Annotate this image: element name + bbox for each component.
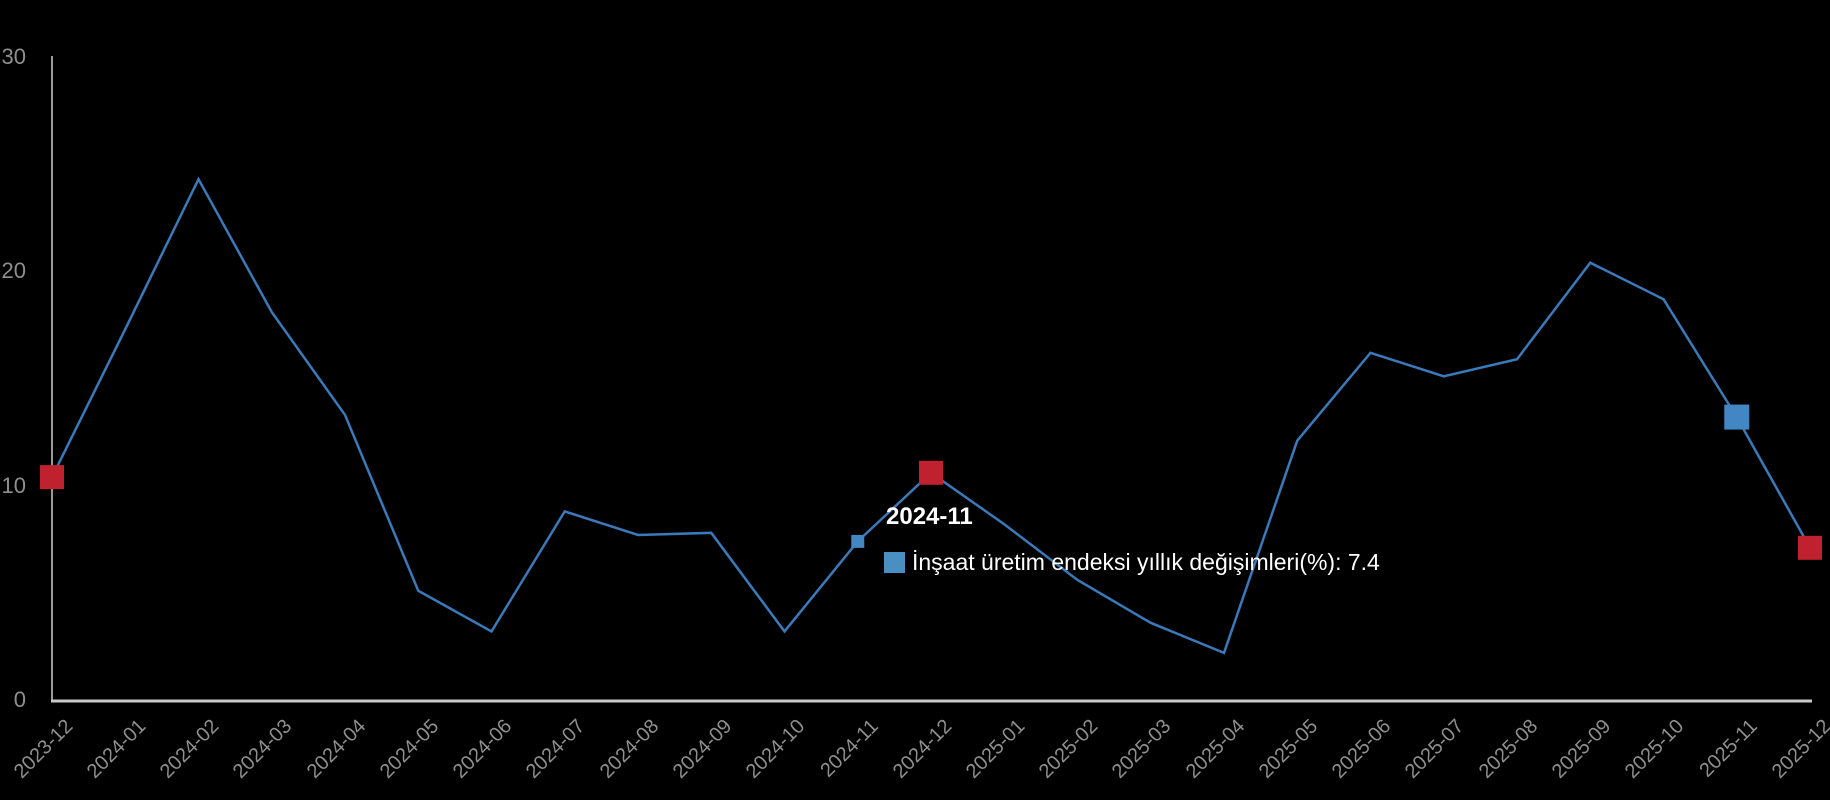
tooltip: 2024-11 İnşaat üretim endeksi yıllık değ… bbox=[884, 503, 1380, 575]
point-marker-2025-11[interactable] bbox=[1724, 404, 1750, 430]
series-swatch-icon bbox=[884, 551, 905, 573]
tooltip-value-text: İnşaat üretim endeksi yıllık değişimleri… bbox=[912, 549, 1380, 575]
y-axis-tick-label: 20 bbox=[1, 258, 26, 284]
point-marker-2025-12[interactable] bbox=[1798, 535, 1822, 560]
point-marker-2024-12[interactable] bbox=[919, 460, 943, 485]
y-axis-tick-label: 0 bbox=[13, 687, 26, 712]
y-axis-tick-label: 30 bbox=[1, 44, 26, 69]
tooltip-title: 2024-11 bbox=[886, 503, 973, 530]
point-marker-2024-11[interactable] bbox=[851, 534, 865, 548]
tooltip-series-row: İnşaat üretim endeksi yıllık değişimleri… bbox=[884, 549, 1380, 575]
y-axis-tick-label: 10 bbox=[1, 472, 26, 498]
series-line[interactable] bbox=[50, 176, 1812, 655]
point-marker-2023-12[interactable] bbox=[40, 465, 64, 490]
